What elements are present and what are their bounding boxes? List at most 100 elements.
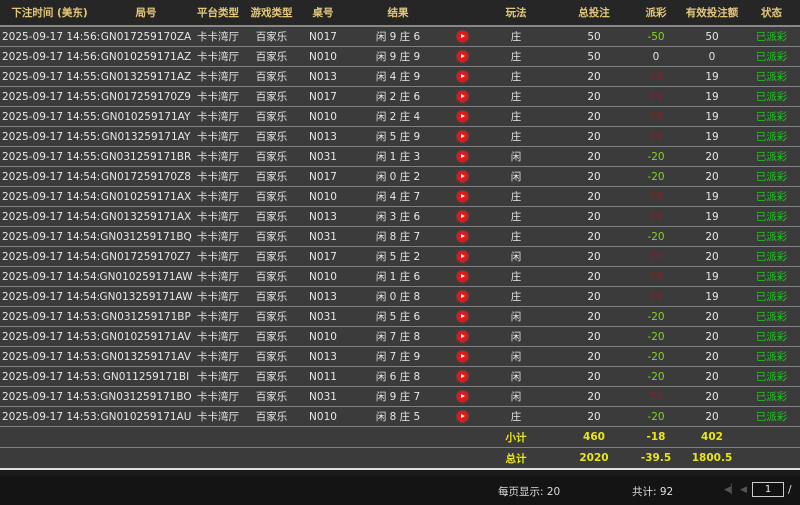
- total-payout: -39.5: [631, 447, 681, 470]
- platform-cell: 卡卡湾厅: [193, 266, 243, 287]
- replay-cell: [450, 66, 475, 87]
- bet-type-cell: 庄: [475, 266, 557, 287]
- payout-cell: -20: [631, 326, 681, 347]
- valid-bet-cell: 20: [681, 406, 743, 427]
- play-circle-icon[interactable]: [457, 131, 468, 142]
- replay-cell: [450, 46, 475, 67]
- page-number-input[interactable]: [752, 482, 784, 497]
- total-label: 总计: [475, 447, 557, 470]
- play-circle-icon[interactable]: [457, 151, 468, 162]
- play-circle-icon[interactable]: [457, 291, 468, 302]
- game-type-cell: 百家乐: [243, 206, 300, 227]
- table-number-cell: N031: [300, 146, 346, 167]
- play-circle-icon[interactable]: [457, 411, 468, 422]
- result-cell: 闲 4 庄 9: [346, 66, 450, 87]
- pagination-bar: 每页显示: 20 共计: 92 ◀▏ ◀ /: [0, 476, 800, 505]
- status-cell: 已派彩: [743, 346, 800, 367]
- first-page-icon[interactable]: ◀▏: [724, 485, 738, 495]
- table-row: 2025-09-17 14:56:13GN017259170ZA卡卡湾厅百家乐N…: [0, 26, 800, 47]
- time-cell: 2025-09-17 14:53:59: [0, 306, 99, 327]
- table-number-cell: N013: [300, 206, 346, 227]
- play-circle-icon[interactable]: [457, 31, 468, 42]
- page-separator: /: [788, 484, 792, 496]
- total-bet-cell: 50: [557, 46, 631, 67]
- time-cell: 2025-09-17 14:53:42: [0, 346, 99, 367]
- play-circle-icon[interactable]: [457, 351, 468, 362]
- result-cell: 闲 7 庄 9: [346, 346, 450, 367]
- bet-type-cell: 闲: [475, 386, 557, 407]
- replay-cell: [450, 86, 475, 107]
- play-circle-icon[interactable]: [457, 331, 468, 342]
- total-bet-cell: 20: [557, 146, 631, 167]
- play-circle-icon[interactable]: [457, 91, 468, 102]
- game-type-cell: 百家乐: [243, 406, 300, 427]
- valid-bet-cell: 20: [681, 386, 743, 407]
- column-header: 下注时间 (美东): [0, 0, 99, 27]
- table-number-cell: N013: [300, 66, 346, 87]
- total-row: 总计 2020 -39.5 1800.5: [0, 447, 800, 470]
- time-cell: 2025-09-17 14:56:13: [0, 26, 99, 47]
- empty-cell: [450, 447, 475, 470]
- round-id-cell: GN017259170Z8: [99, 166, 193, 187]
- result-cell: 闲 7 庄 8: [346, 326, 450, 347]
- result-cell: 闲 1 庄 6: [346, 266, 450, 287]
- round-id-cell: GN010259171AU: [99, 406, 193, 427]
- status-cell: 已派彩: [743, 406, 800, 427]
- table-row: 2025-09-17 14:54:09GN013259171AW卡卡湾厅百家乐N…: [0, 286, 800, 307]
- result-cell: 闲 5 庄 6: [346, 306, 450, 327]
- status-cell: 已派彩: [743, 206, 800, 227]
- game-type-cell: 百家乐: [243, 106, 300, 127]
- empty-cell: [346, 447, 450, 470]
- platform-cell: 卡卡湾厅: [193, 326, 243, 347]
- play-circle-icon[interactable]: [457, 251, 468, 262]
- game-type-cell: 百家乐: [243, 146, 300, 167]
- round-id-cell: GN010259171AW: [99, 266, 193, 287]
- play-circle-icon[interactable]: [457, 51, 468, 62]
- round-id-cell: GN013259171AV: [99, 346, 193, 367]
- play-circle-icon[interactable]: [457, 271, 468, 282]
- table-row: 2025-09-17 14:53:42GN013259171AV卡卡湾厅百家乐N…: [0, 346, 800, 367]
- total-bet-cell: 20: [557, 406, 631, 427]
- replay-cell: [450, 326, 475, 347]
- table-row: 2025-09-17 14:54:38GN013259171AX卡卡湾厅百家乐N…: [0, 206, 800, 227]
- play-circle-icon[interactable]: [457, 191, 468, 202]
- table-row: 2025-09-17 14:56:01GN010259171AZ卡卡湾厅百家乐N…: [0, 46, 800, 67]
- empty-cell: [99, 447, 193, 470]
- replay-cell: [450, 226, 475, 247]
- play-circle-icon[interactable]: [457, 311, 468, 322]
- time-cell: 2025-09-17 14:53:29: [0, 386, 99, 407]
- play-circle-icon[interactable]: [457, 371, 468, 382]
- bet-type-cell: 庄: [475, 406, 557, 427]
- total-bet-cell: 20: [557, 206, 631, 227]
- game-type-cell: 百家乐: [243, 286, 300, 307]
- play-circle-icon[interactable]: [457, 211, 468, 222]
- payout-cell: -20: [631, 146, 681, 167]
- bet-type-cell: 闲: [475, 246, 557, 267]
- total-bet-cell: 20: [557, 246, 631, 267]
- play-circle-icon[interactable]: [457, 171, 468, 182]
- table-number-cell: N013: [300, 346, 346, 367]
- play-circle-icon[interactable]: [457, 111, 468, 122]
- platform-cell: 卡卡湾厅: [193, 346, 243, 367]
- prev-page-icon[interactable]: ◀: [740, 485, 747, 495]
- table-number-cell: N017: [300, 26, 346, 47]
- result-cell: 闲 9 庄 7: [346, 386, 450, 407]
- play-circle-icon[interactable]: [457, 391, 468, 402]
- time-cell: 2025-09-17 14:55:39: [0, 66, 99, 87]
- time-cell: 2025-09-17 14:53:33: [0, 366, 99, 387]
- play-circle-icon[interactable]: [457, 231, 468, 242]
- column-header: 玩法: [475, 0, 557, 27]
- valid-bet-cell: 20: [681, 306, 743, 327]
- payout-cell: -20: [631, 166, 681, 187]
- platform-cell: 卡卡湾厅: [193, 66, 243, 87]
- round-id-cell: GN017259170Z9: [99, 86, 193, 107]
- play-circle-icon[interactable]: [457, 71, 468, 82]
- column-header: 游戏类型: [243, 0, 300, 27]
- total-bet-cell: 20: [557, 126, 631, 147]
- bet-type-cell: 闲: [475, 166, 557, 187]
- game-type-cell: 百家乐: [243, 186, 300, 207]
- game-type-cell: 百家乐: [243, 306, 300, 327]
- valid-bet-cell: 0: [681, 46, 743, 67]
- game-type-cell: 百家乐: [243, 326, 300, 347]
- time-cell: 2025-09-17 14:54:38: [0, 206, 99, 227]
